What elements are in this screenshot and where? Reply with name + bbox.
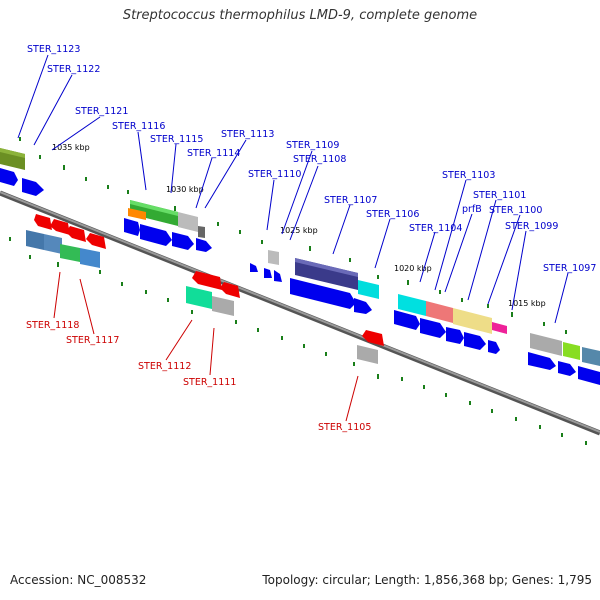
label-ster-1105: STER_1105	[318, 422, 371, 433]
reverse-gene-arrows	[34, 214, 384, 346]
kbp-label-1025: 1025 kbp	[280, 226, 318, 235]
label-ster-1114: STER_1114	[187, 148, 240, 159]
label-ster-1101: STER_1101	[473, 190, 526, 201]
label-ster-1122: STER_1122	[47, 64, 100, 75]
label-ster-1111: STER_1111	[183, 377, 236, 388]
lower-gene-boxes	[26, 230, 378, 364]
label-ster-1113: STER_1113	[221, 129, 274, 140]
label-ster-1115: STER_1115	[150, 134, 203, 145]
label-ster-1103: STER_1103	[442, 170, 495, 181]
lower-leader-lines	[53, 271, 359, 422]
upper-gene-boxes	[0, 148, 600, 366]
label-ster-1100: STER_1100	[489, 205, 542, 216]
label-ster-1108: STER_1108	[293, 154, 346, 165]
label-ster-1109: STER_1109	[286, 140, 339, 151]
label-ster-1123: STER_1123	[27, 44, 80, 55]
label-ster-1104: STER_1104	[409, 223, 462, 234]
label-ster-1099: STER_1099	[505, 221, 558, 232]
label-prfb: prfB	[462, 204, 482, 215]
kbp-label-1015: 1015 kbp	[508, 299, 546, 308]
label-ster-1107: STER_1107	[324, 195, 377, 206]
label-ster-1106: STER_1106	[366, 209, 419, 220]
kbp-label-1020: 1020 kbp	[394, 264, 432, 273]
genome-summary-text: Topology: circular; Length: 1,856,368 bp…	[262, 573, 592, 587]
label-ster-1097: STER_1097	[543, 263, 596, 274]
label-ster-1121: STER_1121	[75, 106, 128, 117]
map-title: Streptococcus thermophilus LMD-9, comple…	[122, 8, 478, 23]
accession-text: Accession: NC_008532	[10, 573, 147, 587]
label-ster-1110: STER_1110	[248, 169, 301, 180]
forward-gene-arrows	[0, 168, 600, 385]
label-ster-1116: STER_1116	[112, 121, 165, 132]
kbp-label-1030: 1030 kbp	[166, 185, 204, 194]
label-ster-1117: STER_1117	[66, 335, 119, 346]
label-ster-1112: STER_1112	[138, 361, 191, 372]
kbp-label-1035: 1035 kbp	[52, 143, 90, 152]
scale-ticks	[9, 137, 587, 445]
upper-leader-lines	[17, 54, 569, 324]
label-ster-1118: STER_1118	[26, 320, 79, 331]
